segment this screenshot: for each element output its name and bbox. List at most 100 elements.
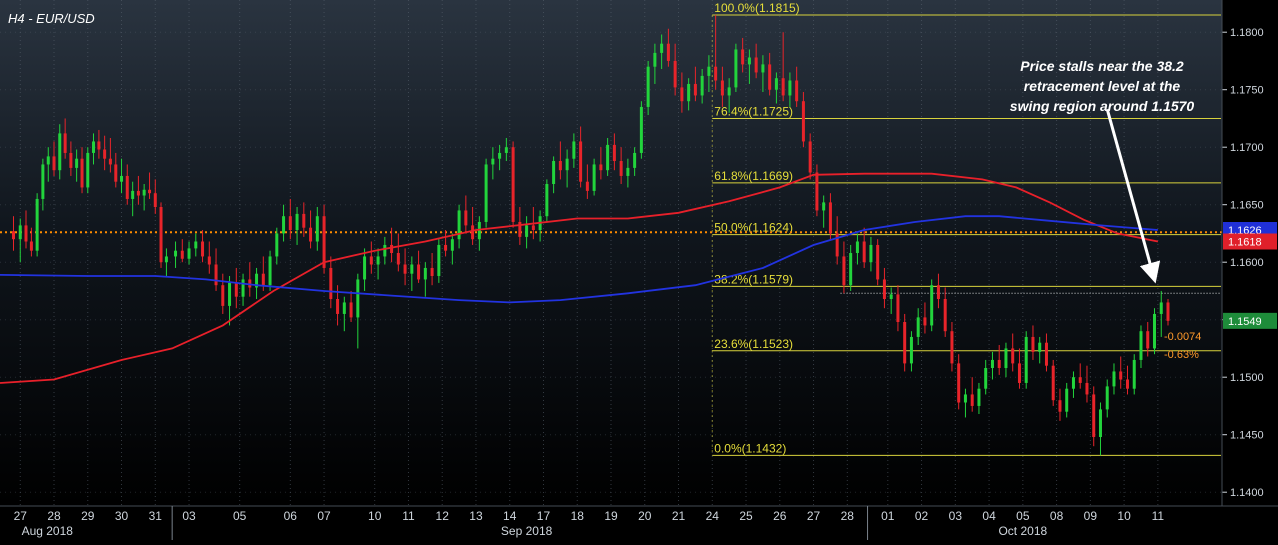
candle-body [1152, 313, 1156, 349]
candle-body [396, 253, 400, 265]
price-tag-label: 1.1549 [1228, 316, 1262, 328]
candle-body [108, 158, 112, 165]
candle-body [29, 241, 33, 251]
candle-body [228, 282, 232, 306]
candle-body [1031, 336, 1035, 352]
candle-body [383, 244, 387, 257]
candle-body [896, 294, 900, 322]
candle-body [255, 273, 259, 288]
price-tick-label: 1.1800 [1230, 27, 1264, 39]
annotation-text-line: swing region around 1.1570 [1010, 98, 1195, 114]
candle-body [86, 152, 90, 188]
candle-body [943, 299, 947, 332]
annotation-text-line: Price stalls near the 38.2 [1020, 58, 1184, 74]
day-tick-label: 01 [881, 509, 895, 523]
candle-body [1011, 348, 1015, 364]
candle-body [46, 156, 50, 165]
change-label: -0.0074 [1164, 331, 1201, 343]
candle-body [295, 213, 299, 230]
candle-body [97, 141, 101, 150]
candle-body [687, 83, 691, 102]
day-tick-label: 13 [469, 509, 483, 523]
candle-body [585, 181, 589, 191]
day-tick-label: 21 [672, 509, 686, 523]
day-tick-label: 06 [284, 509, 298, 523]
fib-level-label: 50.0%(1.1624) [714, 221, 793, 235]
price-axis-background [1222, 0, 1278, 506]
candle-body [1139, 331, 1143, 360]
candle-body [484, 164, 488, 222]
candle-body [828, 202, 832, 234]
price-tick-label: 1.1400 [1230, 487, 1264, 499]
day-tick-label: 11 [402, 509, 415, 523]
month-label: Sep 2018 [501, 524, 553, 538]
candle-body [1092, 394, 1096, 437]
candle-body [808, 141, 812, 173]
day-tick-label: 08 [1050, 509, 1064, 523]
candle-body [788, 80, 792, 96]
candle-body [761, 64, 765, 73]
fib-level-label: 61.8%(1.1669) [714, 169, 793, 183]
candle-body [1017, 363, 1021, 383]
candle-body [275, 233, 279, 257]
day-tick-label: 04 [982, 509, 996, 523]
price-tick-label: 1.1750 [1230, 85, 1264, 97]
candle-body [768, 64, 772, 90]
candle-body [221, 285, 225, 306]
candle-body [545, 184, 549, 217]
annotation-text-line: retracement level at the [1024, 78, 1181, 94]
day-tick-label: 20 [638, 509, 652, 523]
candle-body [916, 317, 920, 337]
candle-body [923, 317, 927, 326]
candle-body [464, 210, 468, 226]
candle-body [781, 78, 785, 96]
day-tick-label: 24 [706, 509, 720, 523]
candle-body [52, 156, 56, 171]
candle-body [531, 225, 535, 230]
candle-body [159, 207, 163, 263]
fib-level-label: 100.0%(1.1815) [714, 1, 799, 15]
day-tick-label: 10 [368, 509, 382, 523]
candle-body [795, 80, 799, 102]
price-tag-label: 1.1618 [1228, 237, 1262, 249]
candle-body [653, 52, 657, 67]
candle-body [565, 158, 569, 171]
candle-body [437, 244, 441, 276]
fibonacci-layer: 100.0%(1.1815) 76.4%(1.1725) 61.8%(1.1669)… [711, 1, 1221, 456]
candle-body [639, 106, 643, 153]
candle-body [815, 172, 819, 211]
candle-body [142, 189, 146, 196]
candle-body [477, 221, 481, 240]
candle-body [666, 43, 670, 61]
candle-body [862, 241, 866, 263]
candle-body [309, 227, 313, 242]
price-tick-label: 1.1650 [1230, 200, 1264, 212]
candle-body [315, 216, 319, 242]
candle-body [855, 241, 859, 253]
candle-body [504, 147, 508, 153]
candle-body [103, 149, 107, 159]
candle-body [1058, 400, 1062, 412]
candle-body [1146, 331, 1150, 349]
fib-level-label: 23.6%(1.1523) [714, 337, 793, 351]
candle-body [525, 225, 529, 237]
candle-body [342, 302, 346, 314]
candle-body [727, 87, 731, 96]
candle-body [1044, 342, 1048, 366]
month-label: Aug 2018 [22, 524, 74, 538]
candle-body [444, 244, 448, 251]
candle-body [417, 264, 421, 280]
candle-body [876, 244, 880, 280]
candle-body [707, 66, 711, 76]
candle-body [552, 161, 556, 184]
candle-body [970, 394, 974, 406]
candle-body [518, 221, 522, 237]
candle-body [430, 267, 434, 276]
candle-body [990, 359, 994, 368]
candle-body [903, 322, 907, 364]
candle-body [734, 49, 738, 88]
candle-body [410, 264, 414, 274]
candle-body [1105, 386, 1109, 410]
day-tick-label: 05 [233, 509, 247, 523]
time-axis-background [0, 506, 1278, 540]
